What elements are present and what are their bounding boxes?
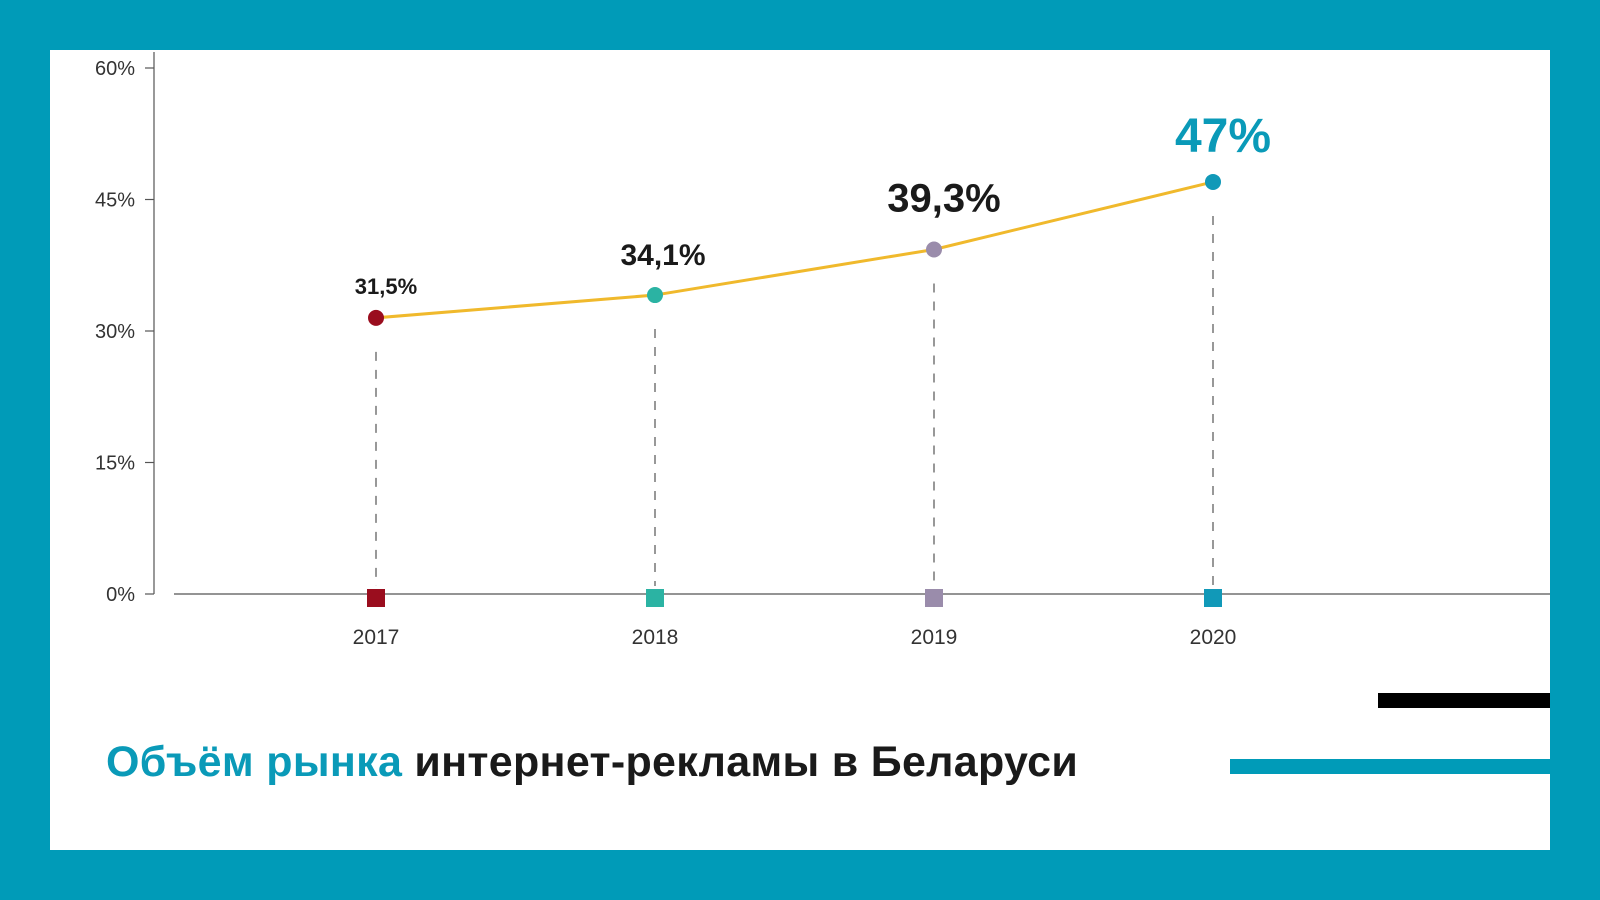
- value-label-2018: 34,1%: [620, 239, 705, 272]
- y-tick-label-3: 45%: [95, 190, 135, 212]
- category-marker-2019: [925, 589, 943, 607]
- category-marker-2018: [646, 589, 664, 607]
- decorative-teal-bar: [1230, 759, 1550, 774]
- chart-title-accent: Объём рынка: [106, 738, 403, 786]
- x-tick-label-2020: 2020: [1190, 626, 1237, 649]
- y-tick-label-0: 0%: [106, 584, 135, 606]
- series-line: [375, 180, 1214, 320]
- data-point-2018: [647, 287, 663, 304]
- x-tick-label-2017: 2017: [353, 626, 400, 649]
- value-label-2019: 39,3%: [887, 176, 1000, 220]
- data-point-2020: [1205, 173, 1221, 190]
- chart-title-rest: интернет-рекламы в Беларуси: [402, 738, 1079, 786]
- chart-card: 0% 15% 30% 45% 60% 31,5% 34,1% 39,3% 47% 2017 2018…: [50, 50, 1550, 850]
- x-tick-label-2018: 2018: [632, 626, 679, 649]
- decorative-black-bar: [1378, 693, 1550, 708]
- chart-title: Объём рынка интернет-рекламы в Беларуси: [106, 738, 1078, 787]
- y-tick-label-1: 15%: [95, 453, 135, 475]
- value-label-2020: 47%: [1175, 110, 1271, 163]
- value-label-2017: 31,5%: [355, 274, 417, 299]
- y-tick-label-2: 30%: [95, 321, 135, 343]
- category-marker-2020: [1204, 589, 1222, 607]
- category-marker-2017: [367, 589, 385, 607]
- x-tick-label-2019: 2019: [911, 626, 958, 649]
- data-point-2019: [926, 241, 942, 258]
- y-tick-label-4: 60%: [95, 58, 135, 80]
- line-chart: 0% 15% 30% 45% 60% 31,5% 34,1% 39,3% 47% 2017 2018…: [95, 52, 1550, 649]
- data-point-2017: [368, 309, 384, 326]
